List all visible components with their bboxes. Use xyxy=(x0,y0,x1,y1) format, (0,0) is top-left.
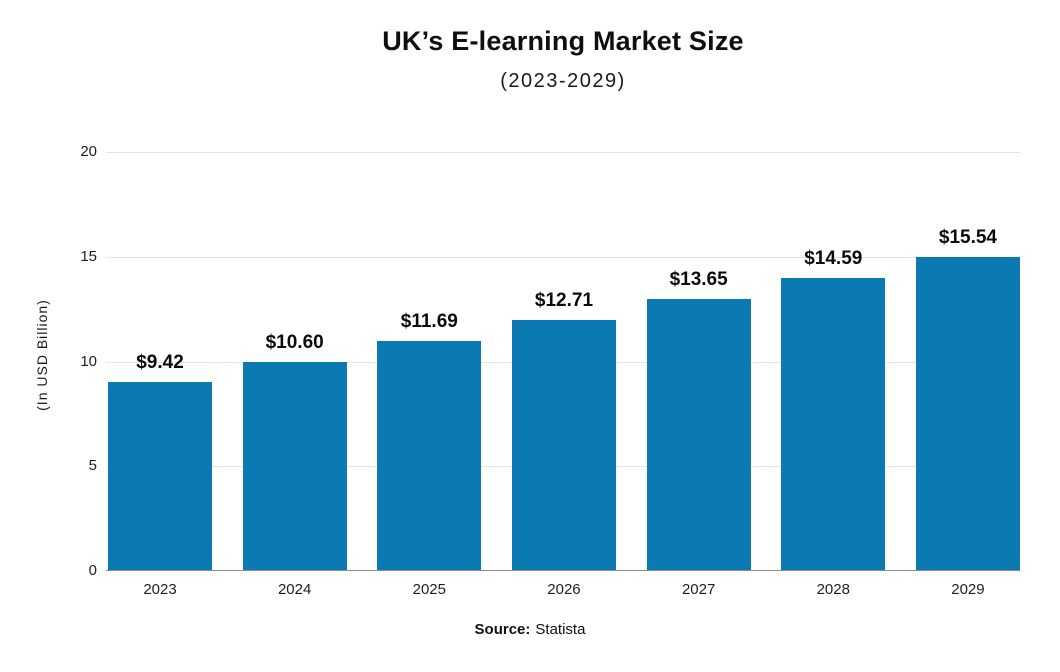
chart-subtitle: (2023-2029) xyxy=(500,70,626,92)
source-note: Source: Statista xyxy=(0,621,1060,638)
bar-value-label-2026: $12.71 xyxy=(534,289,594,311)
bar-2023: $9.42 xyxy=(108,352,212,571)
bar-2024: $10.60 xyxy=(242,332,347,571)
plot-area: $9.42 $10.60 $11.69 $12.71 $13.65 $14.59 $15.5… xyxy=(106,152,1020,571)
gridline-15 xyxy=(106,256,1020,258)
bar-value-label-2024: $10.60 xyxy=(265,331,324,353)
bar-2029: $15.54 xyxy=(915,227,1020,571)
x-tick-label-2027: 2027 xyxy=(681,581,716,598)
x-tick-label-2023: 2023 xyxy=(143,581,177,598)
y-tick-label-10: 10 xyxy=(80,352,97,370)
bar-2027: $13.65 xyxy=(646,269,751,571)
y-tick-label-20: 20 xyxy=(80,143,97,160)
chart-title: UK’s E-learning Market Size xyxy=(382,26,744,56)
source-label: Source: xyxy=(474,621,531,638)
bar-2025: $11.69 xyxy=(377,311,482,571)
y-tick-label-15: 15 xyxy=(80,247,97,265)
x-tick-label-2025: 2025 xyxy=(412,581,446,598)
bars-container: $9.42 $10.60 $11.69 $12.71 $13.65 $14.59 $15.5… xyxy=(108,152,1020,571)
bar-value-label-2023: $9.42 xyxy=(136,352,184,374)
bar-value-label-2027: $13.65 xyxy=(669,268,728,290)
x-axis-line xyxy=(106,570,1020,571)
y-tick-label-5: 5 xyxy=(88,457,97,475)
chart-header: UK’s E-learning Market Size (2023-2029) xyxy=(106,26,1020,93)
y-tick-label-0: 0 xyxy=(88,562,97,579)
bar-2028: $14.59 xyxy=(781,248,886,571)
bar-2026: $12.71 xyxy=(511,290,616,571)
x-tick-label-2028: 2028 xyxy=(816,581,850,598)
gridline-20 xyxy=(106,152,1020,153)
bar-value-label-2028: $14.59 xyxy=(804,247,863,269)
x-tick-label-2026: 2026 xyxy=(547,581,581,598)
x-tick-label-2029: 2029 xyxy=(951,581,985,598)
bar-value-label-2025: $11.69 xyxy=(400,310,458,332)
bar-value-label-2029: $15.54 xyxy=(938,226,997,248)
source-value: Statista xyxy=(535,621,586,638)
x-tick-label-2024: 2024 xyxy=(277,581,312,598)
x-axis-labels: 2023 2024 2025 2026 2027 2028 2029 xyxy=(108,581,1020,598)
